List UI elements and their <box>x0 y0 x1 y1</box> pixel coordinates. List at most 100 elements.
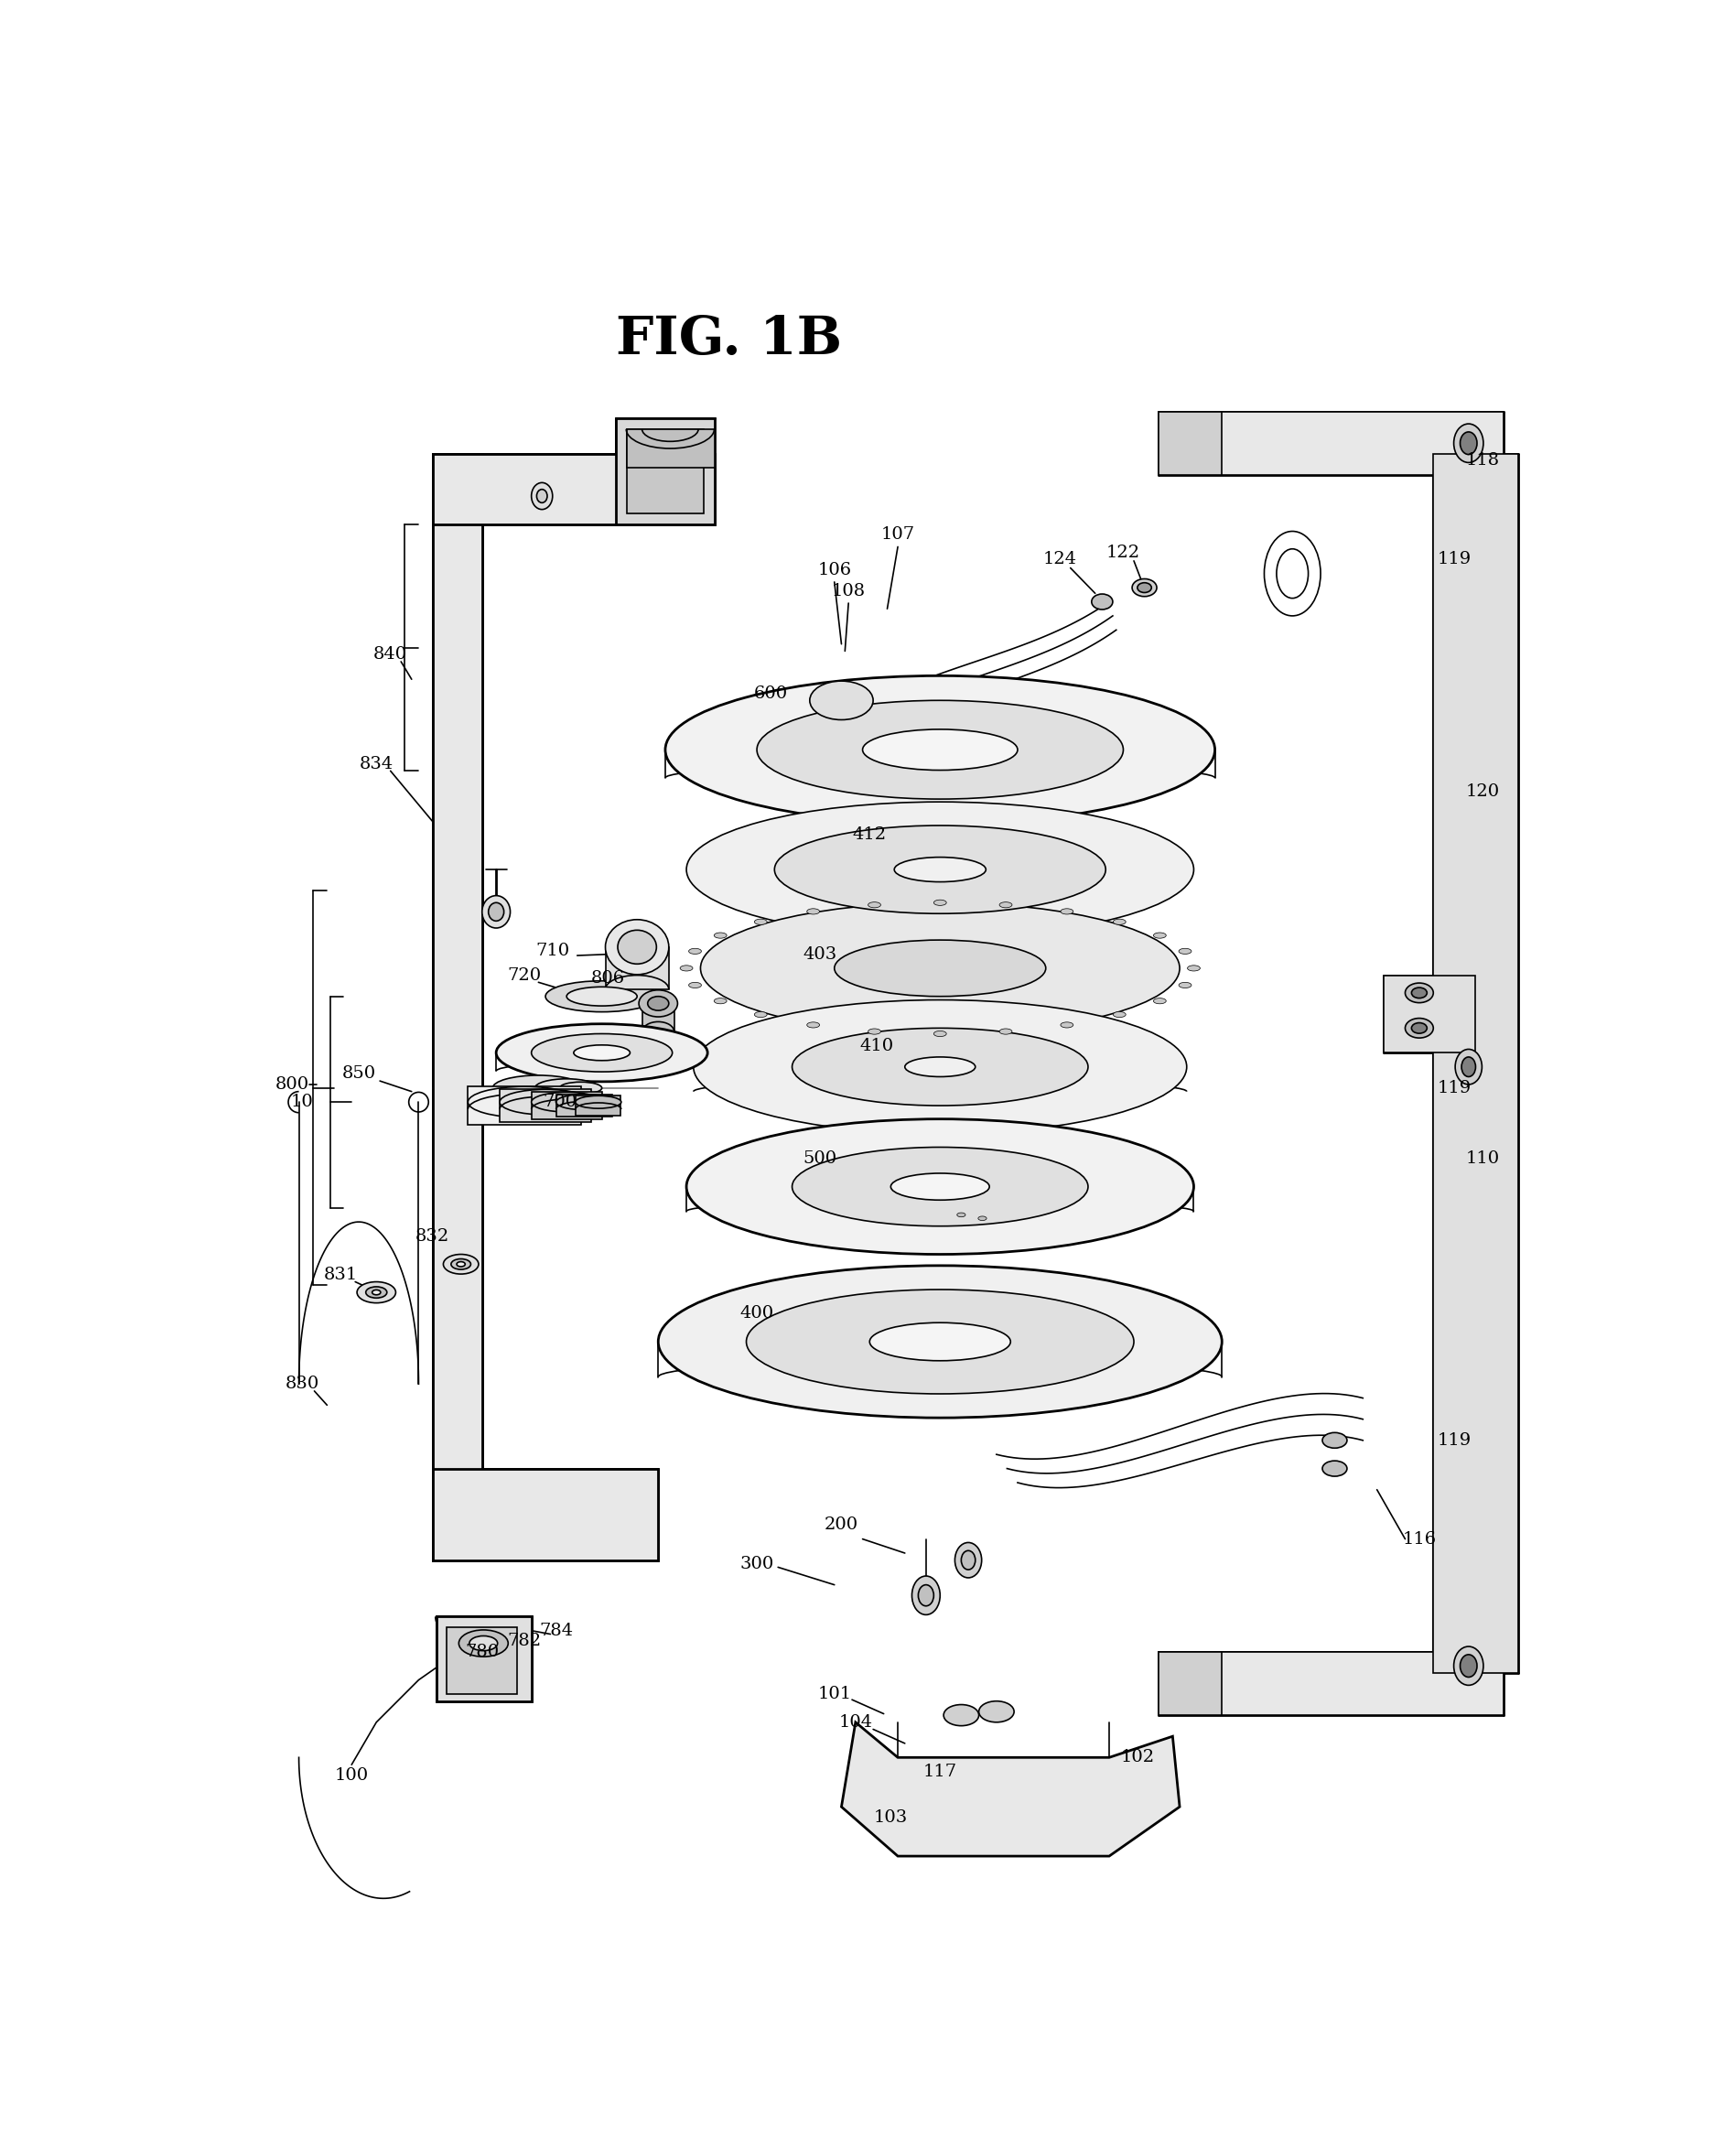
Text: 700: 700 <box>543 1094 576 1111</box>
Text: 119: 119 <box>1437 551 1472 568</box>
Ellipse shape <box>1411 987 1427 998</box>
Polygon shape <box>1158 412 1503 474</box>
Text: 600: 600 <box>753 686 788 701</box>
Text: 782: 782 <box>507 1633 542 1650</box>
Ellipse shape <box>648 996 668 1011</box>
Text: 500: 500 <box>804 1150 837 1167</box>
Ellipse shape <box>665 675 1215 823</box>
Text: 710: 710 <box>535 942 569 960</box>
Text: 103: 103 <box>873 1810 908 1825</box>
Ellipse shape <box>1113 919 1127 925</box>
Ellipse shape <box>531 1092 602 1111</box>
Ellipse shape <box>979 1701 1014 1722</box>
Ellipse shape <box>689 949 701 953</box>
Ellipse shape <box>488 902 503 921</box>
Ellipse shape <box>1455 1049 1483 1083</box>
Ellipse shape <box>955 1543 981 1577</box>
Ellipse shape <box>681 966 693 970</box>
Ellipse shape <box>904 1058 976 1077</box>
Ellipse shape <box>618 930 656 964</box>
Ellipse shape <box>469 1086 582 1118</box>
Ellipse shape <box>1092 594 1113 609</box>
Ellipse shape <box>1460 432 1477 455</box>
Ellipse shape <box>469 1637 498 1650</box>
Polygon shape <box>1158 1652 1222 1716</box>
Polygon shape <box>500 1090 592 1122</box>
Text: 107: 107 <box>880 526 915 543</box>
Text: 834: 834 <box>359 756 394 771</box>
Ellipse shape <box>807 908 819 915</box>
Text: 102: 102 <box>1120 1750 1154 1765</box>
Ellipse shape <box>1137 583 1151 592</box>
Ellipse shape <box>443 1254 479 1274</box>
Ellipse shape <box>1179 949 1191 953</box>
Ellipse shape <box>713 932 727 938</box>
Ellipse shape <box>1132 579 1156 596</box>
Ellipse shape <box>934 1030 946 1036</box>
Text: 120: 120 <box>1465 784 1500 799</box>
Ellipse shape <box>545 981 658 1013</box>
Ellipse shape <box>457 1261 465 1267</box>
Ellipse shape <box>944 1705 979 1727</box>
Text: 108: 108 <box>832 583 866 598</box>
Polygon shape <box>627 430 715 468</box>
Ellipse shape <box>536 489 547 502</box>
Ellipse shape <box>1460 1654 1477 1678</box>
Ellipse shape <box>1323 1462 1347 1477</box>
Text: 118: 118 <box>1465 453 1500 468</box>
Text: 403: 403 <box>804 947 837 962</box>
Ellipse shape <box>372 1291 380 1295</box>
Text: 124: 124 <box>1043 551 1076 568</box>
Ellipse shape <box>1453 1645 1483 1686</box>
Text: 400: 400 <box>740 1306 774 1323</box>
Polygon shape <box>576 1096 621 1116</box>
Text: 832: 832 <box>415 1229 450 1244</box>
Text: 10: 10 <box>292 1094 314 1111</box>
Text: 119: 119 <box>1437 1432 1472 1449</box>
Ellipse shape <box>689 983 701 987</box>
Ellipse shape <box>458 1631 509 1656</box>
Ellipse shape <box>792 1148 1088 1227</box>
Ellipse shape <box>531 1034 672 1073</box>
Ellipse shape <box>658 1265 1222 1417</box>
Ellipse shape <box>693 1000 1187 1135</box>
Text: 104: 104 <box>838 1714 873 1731</box>
Polygon shape <box>842 1722 1180 1857</box>
Ellipse shape <box>868 1028 880 1034</box>
Text: FIG. 1B: FIG. 1B <box>616 314 842 365</box>
Polygon shape <box>432 453 715 524</box>
Ellipse shape <box>493 1075 585 1101</box>
Text: 110: 110 <box>1465 1150 1500 1167</box>
Text: 840: 840 <box>373 645 408 662</box>
Ellipse shape <box>366 1286 387 1297</box>
Ellipse shape <box>774 825 1106 915</box>
Polygon shape <box>616 419 715 524</box>
Ellipse shape <box>639 989 677 1017</box>
Ellipse shape <box>755 1011 767 1017</box>
Ellipse shape <box>686 801 1194 938</box>
Ellipse shape <box>1000 1028 1012 1034</box>
Ellipse shape <box>575 1096 621 1109</box>
Ellipse shape <box>606 919 668 974</box>
Ellipse shape <box>1462 1058 1476 1077</box>
Ellipse shape <box>918 1586 934 1605</box>
Text: 122: 122 <box>1106 545 1141 560</box>
Polygon shape <box>606 947 668 989</box>
Ellipse shape <box>1153 998 1167 1004</box>
Ellipse shape <box>911 1575 941 1616</box>
Polygon shape <box>642 1004 674 1032</box>
Ellipse shape <box>807 1021 819 1028</box>
Ellipse shape <box>863 729 1017 769</box>
Ellipse shape <box>891 1173 990 1201</box>
Ellipse shape <box>559 1081 602 1094</box>
Ellipse shape <box>1153 932 1167 938</box>
Text: 850: 850 <box>342 1066 375 1081</box>
Ellipse shape <box>957 1212 965 1216</box>
Polygon shape <box>1158 1652 1503 1716</box>
Ellipse shape <box>358 1282 396 1304</box>
Ellipse shape <box>934 900 946 906</box>
Polygon shape <box>531 1092 602 1120</box>
Ellipse shape <box>757 701 1123 799</box>
Ellipse shape <box>746 1289 1134 1393</box>
Ellipse shape <box>1453 423 1483 462</box>
